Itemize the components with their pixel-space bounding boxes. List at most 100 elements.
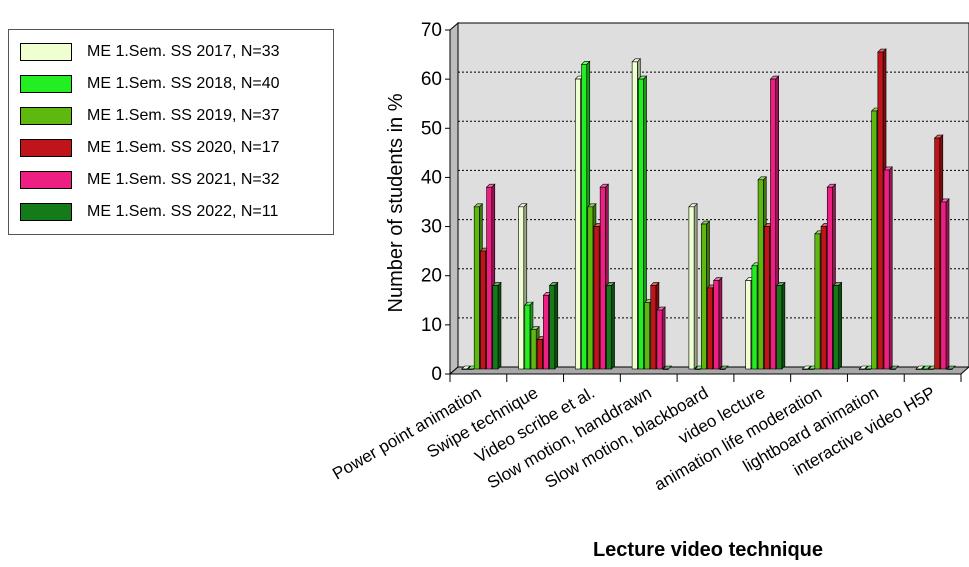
bar-front bbox=[802, 368, 808, 370]
bar-front bbox=[763, 226, 770, 370]
bar-front bbox=[631, 61, 638, 370]
bar-front bbox=[921, 368, 928, 370]
bar-front bbox=[524, 304, 531, 370]
bar-side bbox=[945, 198, 950, 370]
bar-front bbox=[656, 309, 663, 370]
bar-front bbox=[492, 285, 499, 370]
y-axis-label: Number of students in % bbox=[385, 93, 407, 312]
legend-label: ME 1.Sem. SS 2021, N=32 bbox=[87, 171, 280, 188]
legend-swatch bbox=[20, 139, 72, 157]
bar bbox=[461, 365, 471, 370]
bar-front bbox=[650, 285, 657, 370]
bar-side bbox=[497, 281, 502, 370]
legend-item: ME 1.Sem. SS 2019, N=37 bbox=[20, 104, 280, 128]
bar-front bbox=[707, 287, 713, 370]
legend-item: ME 1.Sem. SS 2017, N=33 bbox=[20, 40, 280, 64]
bar-front bbox=[688, 206, 695, 370]
bar-front bbox=[934, 137, 941, 370]
bar-front bbox=[575, 78, 581, 370]
bar-front bbox=[536, 339, 543, 370]
bar-front bbox=[593, 226, 600, 370]
y-tick-label: 0 bbox=[431, 364, 442, 385]
bar-front bbox=[662, 368, 669, 370]
legend-swatch bbox=[20, 107, 72, 125]
bar bbox=[883, 166, 893, 370]
bar-front bbox=[808, 368, 815, 370]
bar-side bbox=[661, 306, 666, 370]
bar bbox=[946, 365, 956, 370]
bar-side bbox=[611, 281, 615, 370]
bar-front bbox=[587, 206, 594, 370]
bar-front bbox=[915, 368, 922, 370]
bar-front bbox=[814, 233, 821, 370]
bar-front bbox=[858, 368, 865, 370]
bar bbox=[940, 198, 950, 370]
bar bbox=[656, 306, 666, 370]
bar-front bbox=[928, 368, 934, 370]
bar-side bbox=[718, 276, 723, 370]
legend-label: ME 1.Sem. SS 2017, N=33 bbox=[87, 43, 280, 60]
y-tick-label: 70 bbox=[421, 20, 442, 41]
bar-side bbox=[554, 281, 559, 370]
bar-front bbox=[606, 285, 612, 370]
plot-side-wall bbox=[449, 21, 459, 376]
bar-front bbox=[694, 368, 701, 370]
y-tick-label: 10 bbox=[421, 315, 442, 336]
bar bbox=[921, 365, 932, 370]
bar-front bbox=[467, 368, 474, 370]
y-tick-label: 40 bbox=[421, 167, 442, 188]
bar-front bbox=[719, 368, 726, 370]
bar bbox=[832, 281, 843, 370]
legend-label: ME 1.Sem. SS 2020, N=17 bbox=[87, 139, 280, 156]
bar-front bbox=[543, 294, 549, 370]
bar-side bbox=[781, 281, 786, 370]
bar-front bbox=[480, 250, 486, 370]
bar-front bbox=[599, 186, 606, 370]
legend-label: ME 1.Sem. SS 2018, N=40 bbox=[87, 75, 280, 92]
legend-swatch bbox=[20, 203, 72, 221]
bar-front bbox=[473, 206, 480, 370]
legend-swatch bbox=[20, 75, 72, 93]
bar-front bbox=[946, 368, 953, 370]
bar-front bbox=[877, 51, 884, 370]
bar bbox=[775, 281, 786, 370]
bar-front bbox=[751, 265, 758, 370]
y-tick-label: 60 bbox=[421, 69, 442, 90]
bar-front bbox=[713, 280, 720, 370]
bar bbox=[688, 203, 698, 370]
bar bbox=[719, 365, 729, 370]
bar-front bbox=[581, 64, 588, 370]
bar-front bbox=[820, 226, 827, 370]
legend-swatch bbox=[20, 171, 72, 189]
legend-item: ME 1.Sem. SS 2018, N=40 bbox=[20, 72, 280, 96]
bar bbox=[662, 365, 673, 370]
bar-front bbox=[486, 186, 493, 370]
bar-side bbox=[838, 281, 842, 370]
bar-front bbox=[883, 169, 890, 370]
bar bbox=[858, 365, 869, 370]
bar bbox=[915, 365, 925, 370]
bar-front bbox=[770, 78, 776, 370]
legend-item: ME 1.Sem. SS 2021, N=32 bbox=[20, 168, 280, 192]
bar-front bbox=[549, 285, 556, 370]
bar-front bbox=[461, 368, 468, 370]
bar-front bbox=[745, 280, 752, 370]
bar bbox=[492, 281, 502, 370]
bar-front bbox=[530, 329, 537, 370]
bar-front bbox=[757, 179, 764, 370]
bar-front bbox=[889, 368, 896, 370]
bar bbox=[548, 281, 559, 370]
bar-front bbox=[518, 206, 525, 370]
bar-front bbox=[833, 285, 839, 370]
bar-front bbox=[826, 186, 833, 370]
y-tick-label: 50 bbox=[421, 118, 442, 139]
legend-label: ME 1.Sem. SS 2019, N=37 bbox=[87, 107, 280, 124]
y-tick-label: 20 bbox=[421, 266, 442, 287]
y-tick-label: 30 bbox=[421, 217, 442, 238]
bar-front bbox=[776, 285, 783, 370]
bar bbox=[605, 281, 616, 370]
legend-label: ME 1.Sem. SS 2022, N=11 bbox=[87, 203, 279, 220]
legend: ME 1.Sem. SS 2017, N=33 ME 1.Sem. SS 201… bbox=[8, 29, 334, 235]
bar-front bbox=[644, 302, 651, 370]
